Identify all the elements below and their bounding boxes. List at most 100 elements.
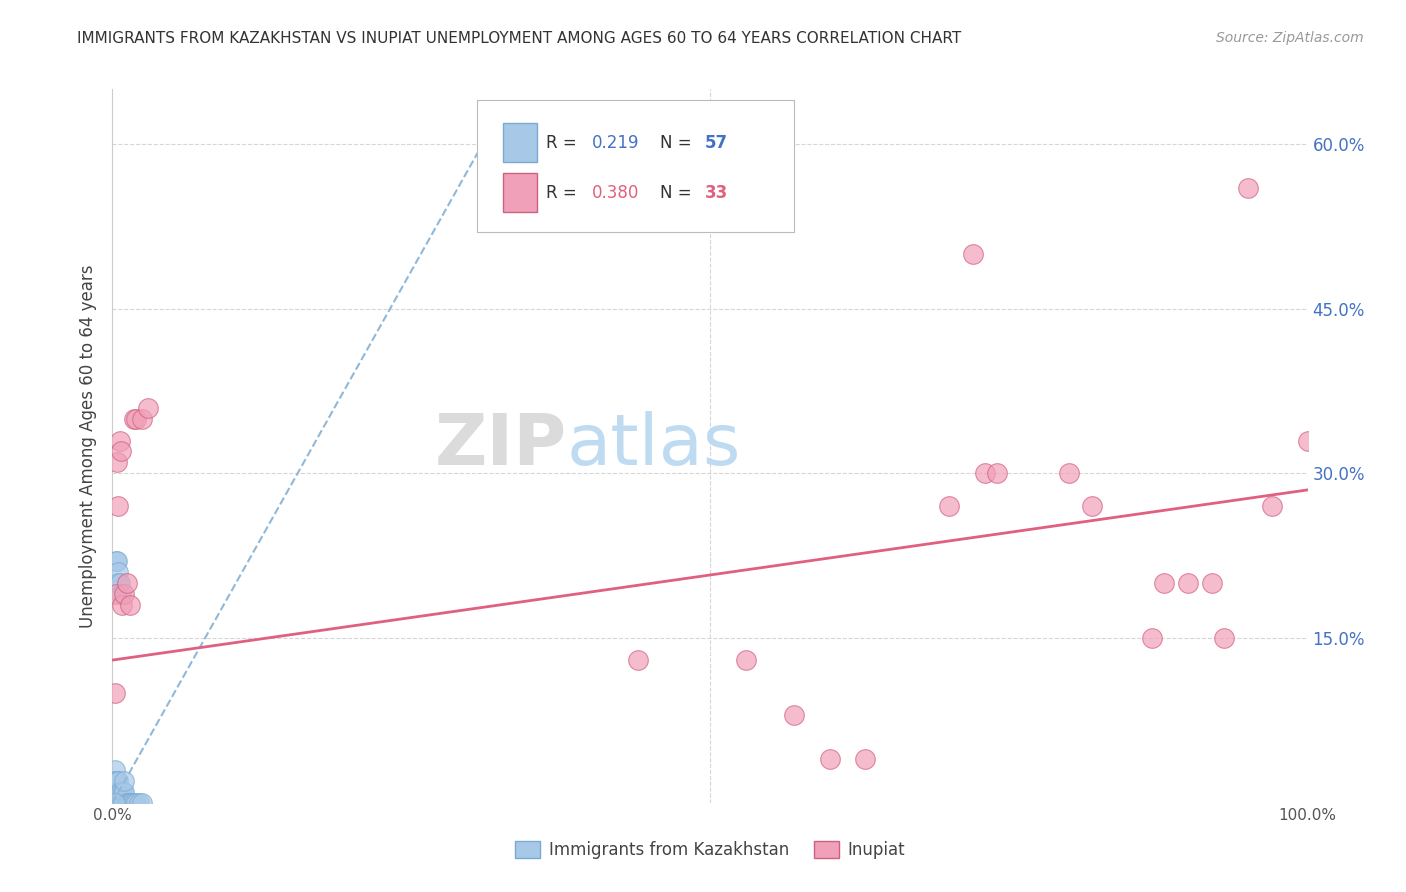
Point: [131, 411, 153, 425]
Point: [627, 653, 650, 667]
Text: 57: 57: [706, 134, 728, 152]
Point: [104, 796, 127, 810]
Point: [104, 785, 127, 799]
Text: 0.380: 0.380: [592, 184, 640, 202]
Text: R =: R =: [547, 184, 582, 202]
Point: [107, 796, 129, 810]
Point: [104, 796, 127, 810]
Point: [986, 467, 1008, 481]
Point: [114, 587, 135, 601]
Point: [110, 785, 132, 799]
Point: [105, 773, 128, 788]
Point: [974, 467, 997, 481]
Point: [105, 796, 128, 810]
Point: [105, 796, 128, 810]
Point: [104, 796, 127, 810]
Point: [110, 587, 132, 601]
Point: [105, 773, 128, 788]
Point: [104, 796, 127, 810]
Point: [112, 785, 135, 799]
Text: atlas: atlas: [567, 411, 741, 481]
Point: [122, 411, 145, 425]
Point: [104, 785, 127, 799]
Point: [108, 785, 131, 799]
Text: N =: N =: [659, 184, 697, 202]
Point: [114, 796, 135, 810]
Point: [112, 796, 135, 810]
Point: [114, 773, 135, 788]
Point: [1177, 576, 1199, 591]
Point: [1057, 467, 1080, 481]
Point: [105, 455, 128, 469]
Point: [104, 773, 127, 788]
Legend: Immigrants from Kazakhstan, Inupiat: Immigrants from Kazakhstan, Inupiat: [509, 834, 911, 866]
Point: [107, 773, 129, 788]
Point: [1201, 576, 1223, 591]
Point: [125, 411, 148, 425]
Point: [107, 785, 129, 799]
Point: [122, 796, 145, 810]
Point: [128, 796, 150, 810]
Point: [735, 653, 758, 667]
Bar: [503, 123, 537, 162]
Point: [110, 796, 132, 810]
Point: [105, 554, 128, 568]
Point: [111, 598, 134, 612]
Point: [107, 566, 129, 580]
Point: [108, 796, 131, 810]
Point: [111, 796, 134, 810]
Point: [138, 401, 160, 415]
Bar: [503, 173, 537, 212]
Point: [105, 785, 128, 799]
Point: [104, 796, 127, 810]
Point: [120, 598, 142, 612]
Text: R =: R =: [547, 134, 582, 152]
Point: [105, 785, 128, 799]
Point: [131, 796, 153, 810]
Point: [105, 785, 128, 799]
Point: [1237, 181, 1260, 195]
Point: [121, 796, 143, 810]
Point: [104, 796, 127, 810]
Point: [104, 773, 127, 788]
Point: [105, 796, 128, 810]
Point: [105, 554, 128, 568]
Point: [105, 773, 128, 788]
Point: [107, 576, 129, 591]
Point: [115, 796, 138, 810]
Point: [1213, 631, 1236, 645]
Point: [104, 785, 127, 799]
Text: N =: N =: [659, 134, 697, 152]
Point: [818, 752, 841, 766]
Point: [117, 796, 139, 810]
Text: IMMIGRANTS FROM KAZAKHSTAN VS INUPIAT UNEMPLOYMENT AMONG AGES 60 TO 64 YEARS COR: IMMIGRANTS FROM KAZAKHSTAN VS INUPIAT UN…: [77, 31, 962, 46]
Point: [104, 796, 127, 810]
Text: 33: 33: [706, 184, 728, 202]
Point: [104, 796, 127, 810]
Point: [107, 500, 129, 514]
Point: [105, 785, 128, 799]
Point: [114, 785, 135, 799]
Point: [782, 708, 804, 723]
Point: [104, 686, 127, 700]
Y-axis label: Unemployment Among Ages 60 to 64 years: Unemployment Among Ages 60 to 64 years: [79, 264, 97, 628]
Text: ZIP: ZIP: [434, 411, 567, 481]
Point: [104, 796, 127, 810]
Point: [105, 796, 128, 810]
Point: [108, 576, 131, 591]
Point: [855, 752, 877, 766]
Point: [1142, 631, 1164, 645]
Point: [938, 500, 960, 514]
Point: [125, 796, 148, 810]
Point: [108, 434, 131, 448]
Point: [104, 796, 127, 810]
Point: [115, 576, 138, 591]
Text: 0.219: 0.219: [592, 134, 640, 152]
Point: [105, 796, 128, 810]
Point: [110, 444, 132, 458]
Point: [105, 587, 128, 601]
Point: [104, 773, 127, 788]
Point: [1261, 500, 1284, 514]
Text: Source: ZipAtlas.com: Source: ZipAtlas.com: [1216, 31, 1364, 45]
Point: [1296, 434, 1319, 448]
